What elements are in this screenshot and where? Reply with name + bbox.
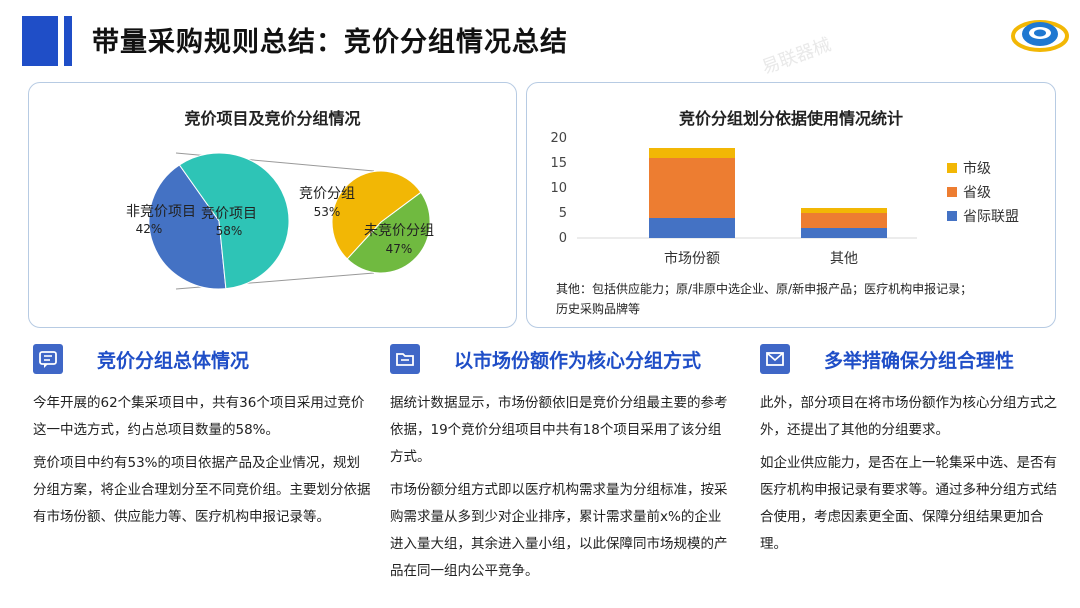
column-market-share-heading: 以市场份额作为核心分组方式 xyxy=(454,350,702,372)
pie-label-ungrouped: 未竞价分组 xyxy=(364,222,434,239)
title-accent-block xyxy=(22,16,58,66)
column-market-share-body: 据统计数据显示，市场份额依旧是竞价分组最主要的参考依据，19个竞价分组项目中共有… xyxy=(390,390,730,591)
page-title: 带量采购规则总结：竞价分组情况总结 xyxy=(92,27,568,58)
pie-pct-non-bid: 42% xyxy=(136,222,163,236)
message-icon xyxy=(33,344,63,374)
pie-label-non-bid: 非竞价项目 xyxy=(126,203,196,220)
y-tick-label: 20 xyxy=(550,131,567,146)
column-measures-paragraph: 此外，部分项目在将市场份额作为核心分组方式之外，还提出了其他的分组要求。 xyxy=(760,395,1057,438)
chart-note-line2: 历史采购品牌等 xyxy=(556,302,641,316)
mail-icon xyxy=(760,344,790,374)
legend-swatch xyxy=(947,211,957,221)
x-tick-label: 其他 xyxy=(830,251,858,267)
bar-segment xyxy=(649,148,735,158)
pie-slice xyxy=(148,164,227,290)
column-measures-paragraph: 如企业供应能力，是否在上一轮集采中选、是否有医疗机构申报记录有要求等。通过多种分… xyxy=(760,455,1057,552)
pie-pct-ungrouped: 47% xyxy=(386,242,413,256)
pie-label-bid: 竞价项目 xyxy=(201,205,257,222)
legend-swatch xyxy=(947,187,957,197)
pie-slice xyxy=(178,152,290,290)
column-market-share-paragraph: 市场份额分组方式即以医疗机构需求量为分组标准，按采购需求量从多到少对企业排序，累… xyxy=(390,482,728,579)
chart-note-line1: 其他：包括供应能力；原/非原中选企业、原/新申报产品；医疗机构申报记录； xyxy=(556,282,973,296)
company-logo-icon xyxy=(1011,20,1069,52)
pie-slice xyxy=(331,170,422,260)
title-accent-bar xyxy=(64,16,72,66)
chart-note: 其他：包括供应能力；原/非原中选企业、原/新申报产品；医疗机构申报记录； 历史采… xyxy=(556,279,1036,319)
y-tick-label: 15 xyxy=(550,156,567,171)
column-measures-body: 此外，部分项目在将市场份额作为核心分组方式之外，还提出了其他的分组要求。 如企业… xyxy=(760,390,1060,564)
column-overall-body: 今年开展的62个集采项目中，共有36个项目采用过竞价这一中选方式，约占总项目数量… xyxy=(33,390,373,537)
bar-segment xyxy=(801,213,887,228)
legend-swatch xyxy=(947,163,957,173)
column-market-share-paragraph: 据统计数据显示，市场份额依旧是竞价分组最主要的参考依据，19个竞价分组项目中共有… xyxy=(390,395,728,465)
legend-label: 省级 xyxy=(963,185,991,201)
bar-segment xyxy=(649,218,735,238)
y-tick-label: 5 xyxy=(559,206,567,221)
column-overall-heading: 竞价分组总体情况 xyxy=(97,350,250,372)
grouping-basis-chart-panel: 竞价分组划分依据使用情况统计 0 5 10 15 20 市场份额 其他 市级省级省际联盟 xyxy=(526,82,1056,328)
pie-pct-grouped: 53% xyxy=(314,205,341,219)
bar-segment xyxy=(649,158,735,218)
y-tick-label: 0 xyxy=(559,231,567,246)
column-overall-paragraph: 今年开展的62个集采项目中，共有36个项目采用过竞价这一中选方式，约占总项目数量… xyxy=(33,395,365,438)
left-chart-title: 竞价项目及竞价分组情况 xyxy=(184,109,361,128)
x-tick-label: 市场份额 xyxy=(664,250,720,267)
pie-of-pie-chart: 非竞价项目 42% 竞价项目 58% 竞价分组 53% 未竞价分组 47% xyxy=(126,152,434,290)
y-tick-label: 10 xyxy=(550,181,567,196)
pie-label-grouped: 竞价分组 xyxy=(299,185,355,202)
column-measures-heading: 多举措确保分组合理性 xyxy=(824,350,1015,372)
legend-label: 省际联盟 xyxy=(963,209,1019,225)
chart-title: 竞价分组划分依据使用情况统计 xyxy=(678,109,903,128)
legend-label: 市级 xyxy=(963,160,991,177)
bar-segment xyxy=(801,208,887,213)
title-bar: 带量采购规则总结：竞价分组情况总结 xyxy=(0,0,1080,80)
bid-project-chart-panel: 竞价项目及竞价分组情况 非竞价项目 42% 竞价项目 58% 竞价分组 53% … xyxy=(28,82,517,328)
column-overall-paragraph: 竞价项目中约有53%的项目依据产品及企业情况，规划分组方案，将企业合理划分至不同… xyxy=(33,455,371,525)
folder-icon xyxy=(390,344,420,374)
pie-slice xyxy=(346,191,431,274)
pie-pct-bid: 58% xyxy=(216,224,243,238)
bar-segment xyxy=(801,228,887,238)
